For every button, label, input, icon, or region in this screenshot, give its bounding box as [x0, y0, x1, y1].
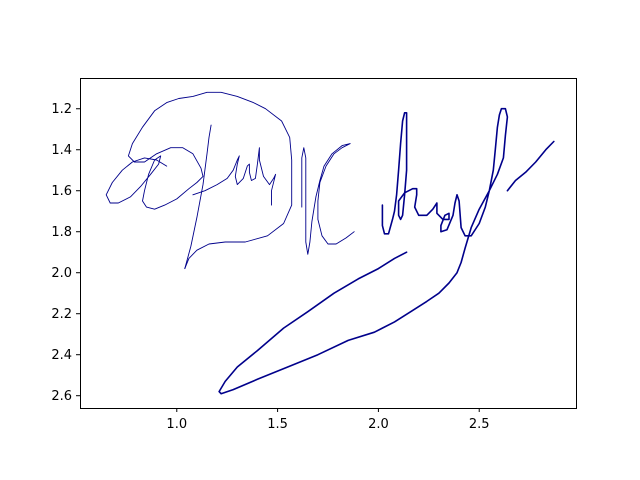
x-axis: 1.0 1.5 2.0 2.5	[166, 408, 490, 432]
y-tick-label: 1.4	[51, 143, 72, 158]
x-tick-label: 2.0	[368, 417, 389, 432]
signature-stroke-5	[218, 107, 509, 395]
signature-strokes	[105, 91, 555, 395]
x-tick-label: 1.0	[166, 417, 187, 432]
y-tick-label: 1.8	[51, 225, 72, 240]
y-tick-label: 1.6	[51, 184, 72, 199]
y-tick-label: 1.2	[51, 102, 72, 117]
y-tick-label: 2.6	[51, 389, 72, 404]
x-tick-label: 2.5	[469, 417, 490, 432]
plot-frame	[80, 78, 577, 409]
signature-stroke-4	[301, 143, 355, 255]
x-tick-label: 1.5	[267, 417, 288, 432]
y-tick-label: 2.0	[51, 266, 72, 281]
signature-stroke-1	[105, 91, 293, 270]
y-tick-label: 2.4	[51, 348, 72, 363]
y-axis: 1.2 1.4 1.6 1.8 2.0 2.2 2.4 2.6	[51, 102, 80, 404]
y-tick-label: 2.2	[51, 307, 72, 322]
signature-stroke-3	[192, 147, 277, 206]
signature-stroke-6	[506, 140, 555, 192]
signature-stroke-2	[184, 124, 212, 270]
